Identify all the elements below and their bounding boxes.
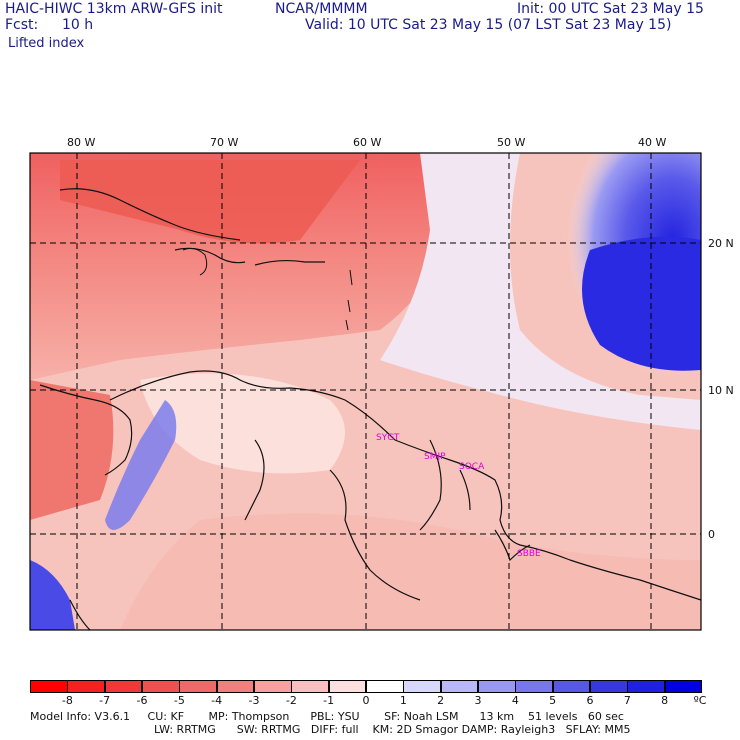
legend-swatch [552,680,591,693]
legend-unit: ºC [693,694,707,707]
legend-swatch [366,680,404,693]
legend-swatch [254,680,292,693]
islands [182,247,353,331]
legend-tick-label: 5 [549,694,557,707]
station-label: SYGT [376,433,400,443]
legend-tick-label: 8 [661,694,669,707]
red-region-west [30,380,114,520]
legend-tick-label: 1 [399,694,407,707]
legend-swatch [328,680,367,693]
field-name: Lifted index [8,36,85,51]
station-label: SMJP [424,452,446,462]
legend-tick-label: -7 [99,694,111,707]
init-time: Init: 00 UTC Sat 23 May 15 [517,1,704,17]
legend-swatch [440,680,479,693]
lat-label-10n: 10 N [708,384,734,397]
legend-swatch [291,680,330,693]
coastlines [39,188,702,631]
model-title: HAIC-HIWC 13km ARW-GFS init [5,1,223,17]
light-region-central [140,373,345,474]
legend-swatch [104,680,143,693]
legend-swatch [30,680,68,693]
blue-core-northeast [582,236,701,371]
legend-tick-label: 7 [623,694,631,707]
red-region-south [120,513,701,630]
station-label: SOCA [459,462,485,472]
valid-time: Valid: 10 UTC Sat 23 May 15 (07 LST Sat … [305,17,672,33]
model-info-line2: LW: RRTMG SW: RRTMG DIFF: full KM: 2D Sm… [154,723,631,736]
legend-tick-label: 6 [586,694,594,707]
legend-tick-label: -1 [323,694,335,707]
legend-swatch [515,680,554,693]
lon-label-70w: 70 W [210,136,238,149]
legend-tick-label: 0 [362,694,370,707]
forecast-label: Fcst: [5,17,39,33]
legend-swatch [478,680,516,693]
legend-swatch [179,680,218,693]
legend-tick-label: -3 [248,694,260,707]
legend-tick-label: -6 [136,694,148,707]
lon-label-40w: 40 W [638,136,666,149]
model-info-line1: Model Info: V3.6.1 CU: KF MP: Thompson P… [30,710,624,723]
blue-region-southwest [30,560,75,630]
org-label: NCAR/MMMM [275,1,368,17]
blue-streak-andes [105,400,177,530]
legend-swatch [216,680,255,693]
legend-swatch [590,680,628,693]
legend-tick-label: -2 [285,694,297,707]
light-band-atlantic [380,153,701,430]
station-label: SBBE [517,549,541,559]
map-frame [29,152,702,631]
graticule [30,153,701,630]
lon-label-80w: 80 W [67,136,95,149]
legend-tick-label: -8 [61,694,73,707]
forecast-hour: 10 h [62,17,94,33]
lat-label-0: 0 [708,528,715,541]
lon-label-50w: 50 W [497,136,525,149]
legend-swatch [664,680,703,693]
red-core-caribbean [60,160,360,244]
legend-tick-label: -4 [211,694,223,707]
legend-swatch [67,680,106,693]
legend-swatch [627,680,666,693]
lat-label-20n: 20 N [708,237,734,250]
legend-tick-label: 2 [437,694,445,707]
legend-tick-label: 4 [511,694,519,707]
legend-swatch [403,680,442,693]
legend-tick-label: -5 [173,694,185,707]
legend-tick-label: 3 [474,694,482,707]
lon-label-60w: 60 W [353,136,381,149]
legend-swatch [142,680,180,693]
